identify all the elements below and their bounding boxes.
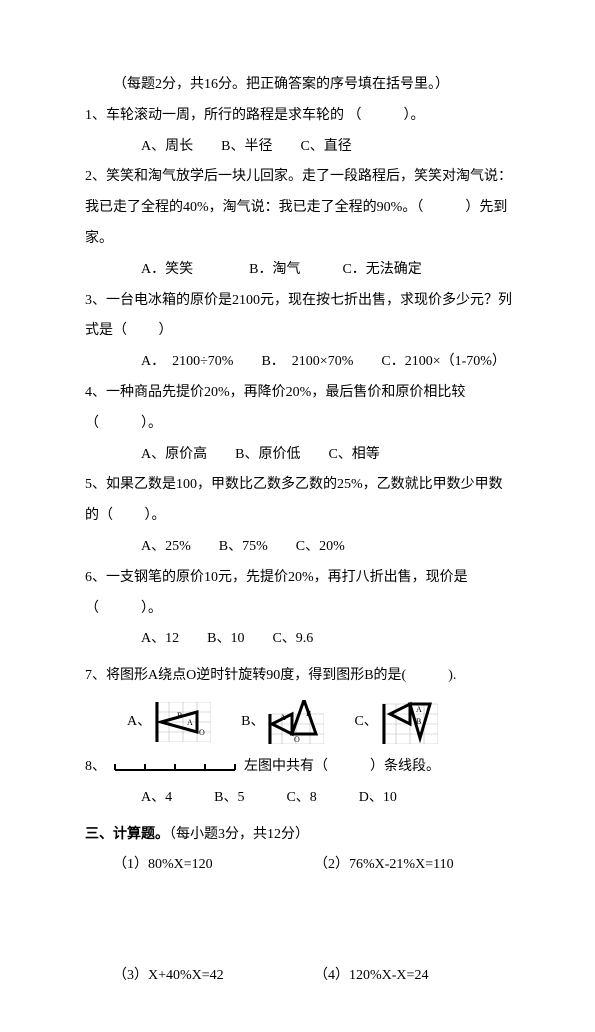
q7-option-a: A、 B A O — [127, 700, 211, 744]
q8-segment-figure — [110, 758, 240, 776]
section3-p3: （3）X+40%X=42 — [113, 961, 314, 992]
q2-text: 2、笑笑和淘气放学后一块儿回家。走了一段路程后，笑笑对淘气说：我已走了全程的40… — [85, 162, 515, 254]
section3-p2: （2）76%X-21%X=110 — [314, 850, 515, 881]
section3-p1: （1）80%X=120 — [113, 850, 314, 881]
section3-sub: （每小题3分，共12分） — [169, 827, 309, 842]
q7-figure-a: B A O — [155, 702, 211, 742]
q8-suffix: 左图中共有（ ）条线段。 — [244, 752, 440, 783]
svg-text:A: A — [187, 718, 193, 727]
svg-text:B: B — [416, 717, 421, 726]
q7-text: 7、将图形A绕点O逆时针旋转90度，得到图形B的是( ). — [85, 661, 515, 692]
svg-text:O: O — [294, 735, 300, 744]
q4-options: A、原价高 B、原价低 C、相等 — [85, 440, 515, 471]
section3-row1: （1）80%X=120 （2）76%X-21%X=110 — [85, 850, 515, 881]
q1-options: A、周长 B、半径 C、直径 — [85, 132, 515, 163]
q7-option-b: B、 B A O — [241, 700, 324, 744]
svg-text:O: O — [199, 728, 205, 737]
section3-row2: （3）X+40%X=42 （4）120%X-X=24 — [85, 961, 515, 992]
q7-figure-c: A B — [382, 700, 438, 744]
q7-option-c: C、 A B — [354, 700, 437, 744]
svg-text:B: B — [306, 709, 311, 718]
q7-options-row: A、 B A O B、 — [85, 700, 515, 744]
section3-p4: （4）120%X-X=24 — [314, 961, 515, 992]
q1-text: 1、车轮滚动一周，所行的路程是求车轮的 （ ）。 — [85, 101, 515, 132]
q6-text: 6、一支钢笔的原价10元，先提价20%，再打八折出售，现价是（ ）。 — [85, 563, 515, 625]
q7-label-a: A、 — [127, 707, 151, 738]
q3-text: 3、一台电冰箱的原价是2100元，现在按七折出售，求现价多少元？列式是（ ） — [85, 286, 515, 348]
q8-row: 8、 左图中共有（ ）条线段。 — [85, 752, 515, 783]
q7-label-b: B、 — [241, 707, 264, 738]
section-instruction: （每题2分，共16分。把正确答案的序号填在括号里。） — [85, 70, 515, 101]
q8-options: A、4 B、5 C、8 D、10 — [85, 783, 515, 814]
q3-options: A． 2100÷70% B． 2100×70% C．2100×（1-70%） — [85, 347, 515, 378]
section3-title: 三、计算题。 — [85, 827, 169, 842]
q6-options: A、12 B、10 C、9.6 — [85, 624, 515, 655]
section3-spacer — [85, 881, 515, 961]
svg-text:A: A — [280, 713, 286, 722]
q5-text: 5、如果乙数是100，甲数比乙数多乙数的25%，乙数就比甲数少甲数的（ ）。 — [85, 470, 515, 532]
q8-prefix: 8、 — [85, 752, 106, 783]
q4-text: 4、一种商品先提价20%，再降价20%，最后售价和原价相比较（ ）。 — [85, 378, 515, 440]
section3-heading: 三、计算题。（每小题3分，共12分） — [85, 820, 515, 851]
q7-figure-b: B A O — [268, 700, 324, 744]
q5-options: A、25% B、75% C、20% — [85, 532, 515, 563]
svg-text:A: A — [416, 705, 422, 714]
q2-options: A．笑笑 B．淘气 C．无法确定 — [85, 255, 515, 286]
q7-label-c: C、 — [354, 707, 377, 738]
svg-text:B: B — [177, 711, 182, 720]
